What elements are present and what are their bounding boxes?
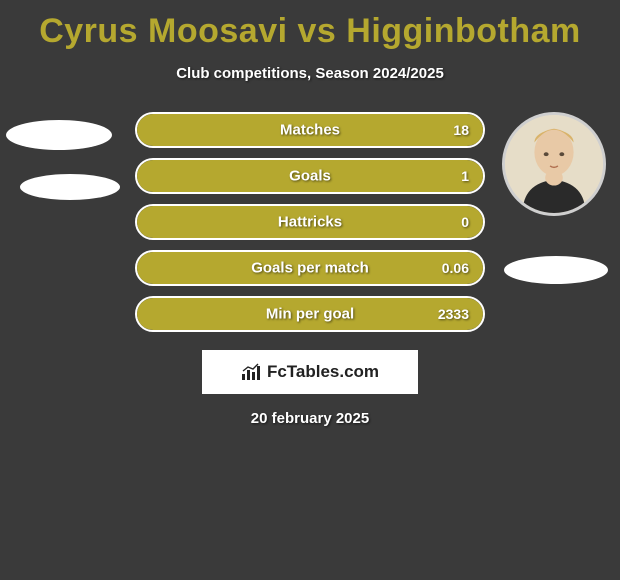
avatar-placeholder-icon: [505, 115, 603, 213]
subtitle: Club competitions, Season 2024/2025: [0, 65, 620, 82]
stat-value: 0.06: [442, 260, 469, 276]
stat-label: Min per goal: [266, 306, 354, 323]
left-ellipse-1: [6, 120, 112, 150]
stat-rows: Matches 18 Goals 1 Hattricks 0 Goals per…: [135, 112, 485, 332]
right-ellipse: [504, 256, 608, 284]
brand-label-text: Tables.com: [287, 362, 379, 381]
stat-label: Hattricks: [278, 214, 342, 231]
page-title: Cyrus Moosavi vs Higginbotham: [0, 0, 620, 51]
stat-label: Goals per match: [251, 260, 369, 277]
stat-value: 2333: [438, 306, 469, 322]
brand-logo: FcTables.com: [241, 362, 379, 382]
date-label: 20 february 2025: [0, 410, 620, 427]
stat-value: 18: [453, 122, 469, 138]
bar-chart-icon: [241, 363, 263, 381]
right-player-avatar: [502, 112, 606, 216]
left-ellipse-2: [20, 174, 120, 200]
comparison-content: Matches 18 Goals 1 Hattricks 0 Goals per…: [0, 112, 620, 427]
stat-row-goals: Goals 1: [135, 158, 485, 194]
stat-row-matches: Matches 18: [135, 112, 485, 148]
stat-row-goals-per-match: Goals per match 0.06: [135, 250, 485, 286]
stat-label: Goals: [289, 168, 331, 185]
brand-logo-box: FcTables.com: [202, 350, 418, 394]
stat-row-hattricks: Hattricks 0: [135, 204, 485, 240]
stat-label: Matches: [280, 122, 340, 139]
stat-row-min-per-goal: Min per goal 2333: [135, 296, 485, 332]
stat-value: 0: [461, 214, 469, 230]
stat-value: 1: [461, 168, 469, 184]
